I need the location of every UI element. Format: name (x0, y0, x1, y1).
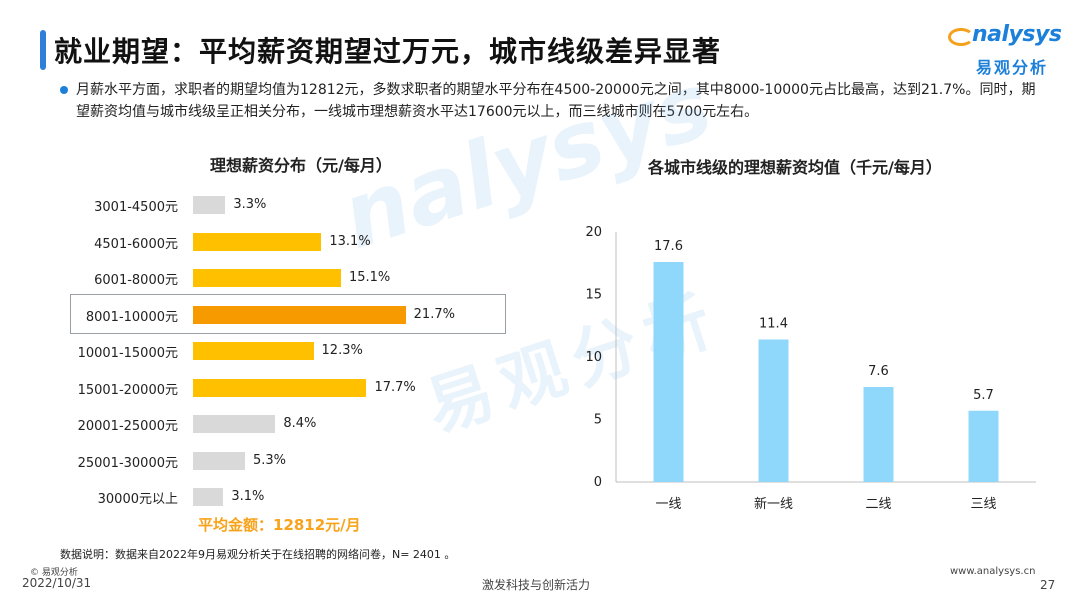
bar-value-label: 15.1% (348, 270, 391, 285)
logo-text-zh: 易观分析 (976, 58, 1049, 77)
salary-bar (193, 196, 226, 214)
salary-bar-row: 4501-6000元 13.1% (60, 229, 500, 255)
bullet-icon (60, 86, 68, 94)
y-tick-label: 15 (585, 288, 602, 303)
salary-bar (193, 305, 406, 324)
bar-category-label: 4501-6000元 (94, 236, 178, 252)
bar-category-label: 20001-25000元 (77, 419, 178, 434)
bar-value-label: 21.7% (413, 306, 455, 322)
x-category-label: 二线 (865, 497, 891, 512)
salary-bar (193, 488, 224, 506)
bar-category-label: 10001-15000元 (77, 346, 178, 361)
x-category-label: 新一线 (754, 496, 793, 512)
column-value-label: 11.4 (759, 317, 788, 332)
city-tier-salary-chart: 0 5 10 15 20 17.6 一线 11.4 新一线 7.6 二线 5.7 三线 (585, 225, 1036, 512)
footer-date: 2022/10/31 (22, 576, 92, 590)
bar-category-label: 6001-8000元 (94, 273, 178, 288)
city-tier-bar (653, 262, 684, 482)
salary-bar-row: 20001-25000元 8.4% (60, 411, 500, 437)
average-salary: 平均金额：12812元/月 (198, 516, 361, 534)
salary-bar-row: 8001-10000元 21.7% (60, 302, 500, 328)
bar-value-label: 12.3% (321, 343, 363, 358)
y-tick-label: 10 (585, 350, 602, 365)
city-tier-bar (968, 410, 999, 482)
salary-bar-row: 6001-8000元 15.1% (60, 265, 500, 291)
y-tick-label: 0 (594, 475, 602, 490)
bar-value-label: 3.3% (233, 197, 267, 212)
bar-value-label: 13.1% (329, 233, 371, 249)
salary-distribution-title: 理想薪资分布（元/每月） (210, 156, 392, 175)
salary-bar-row: 15001-20000元 17.7% (60, 375, 500, 401)
city-tier-bar (758, 339, 789, 482)
column-value-label: 7.6 (868, 364, 889, 379)
bar-category-label: 25001-30000元 (77, 455, 178, 471)
column-value-label: 5.7 (973, 388, 994, 403)
y-tick-label: 5 (594, 413, 602, 428)
y-tick-label: 20 (585, 225, 602, 240)
city-tier-bar (863, 387, 894, 482)
footer-website: www.analysys.cn (950, 566, 1036, 577)
bar-category-label: 30000元以上 (97, 492, 178, 507)
salary-bar-row: 10001-15000元 12.3% (60, 338, 500, 364)
salary-bar-row: 3001-4500元 3.3% (60, 192, 500, 218)
x-category-label: 一线 (655, 497, 681, 512)
footer-slogan: 激发科技与创新活力 (482, 578, 591, 592)
bar-category-label: 15001-20000元 (77, 382, 178, 398)
salary-bar-row: 25001-30000元 5.3% (60, 448, 500, 474)
page-number: 27 (1040, 578, 1056, 592)
data-note: 数据说明：数据来自2022年9月易观分析关于在线招聘的网络问卷，N= 2401 … (60, 548, 456, 561)
salary-bar (193, 415, 276, 433)
x-category-label: 三线 (970, 497, 996, 512)
title-accent-bar (40, 30, 46, 70)
salary-bar (193, 451, 245, 470)
column-value-label: 17.6 (654, 239, 683, 254)
bar-category-label: 8001-10000元 (85, 309, 178, 325)
logo-text-en: nalysys (972, 22, 1062, 47)
bar-value-label: 8.4% (283, 416, 317, 431)
salary-bar (193, 378, 367, 397)
city-tier-salary-title: 各城市线级的理想薪资均值（千元/每月） (648, 158, 942, 177)
bar-value-label: 5.3% (252, 452, 286, 468)
copyright: © 易观分析 (30, 568, 78, 578)
analysys-logo: nalysys 易观分析 (948, 22, 1072, 82)
logo-swoosh-icon (948, 28, 974, 46)
salary-bar (193, 232, 322, 251)
bar-category-label: 3001-4500元 (94, 200, 178, 215)
summary-text: 月薪水平方面，求职者的期望均值为12812元，多数求职者的期望水平分布在4500… (76, 82, 1036, 120)
salary-bar (193, 269, 341, 287)
page-title: 就业期望：平均薪资期望过万元，城市线级差异显著 (54, 35, 722, 68)
salary-bar (193, 342, 314, 360)
bar-value-label: 17.7% (374, 379, 416, 395)
bar-value-label: 3.1% (231, 489, 265, 504)
highlight-box (70, 294, 506, 334)
salary-bar-row: 30000元以上 3.1% (60, 484, 500, 510)
